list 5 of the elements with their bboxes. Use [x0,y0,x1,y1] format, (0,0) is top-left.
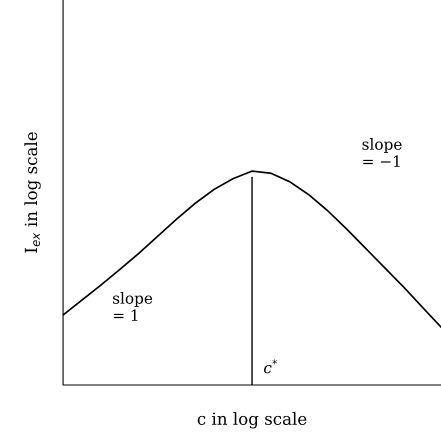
y-axis-title: I$_{ex}$ in log scale [24,132,41,253]
x-axis-title: c in log scale [198,412,306,428]
text: slope = −1 [362,138,402,167]
text: c$^{*}$ [264,359,278,374]
annotation: slope = 1 [113,292,152,321]
